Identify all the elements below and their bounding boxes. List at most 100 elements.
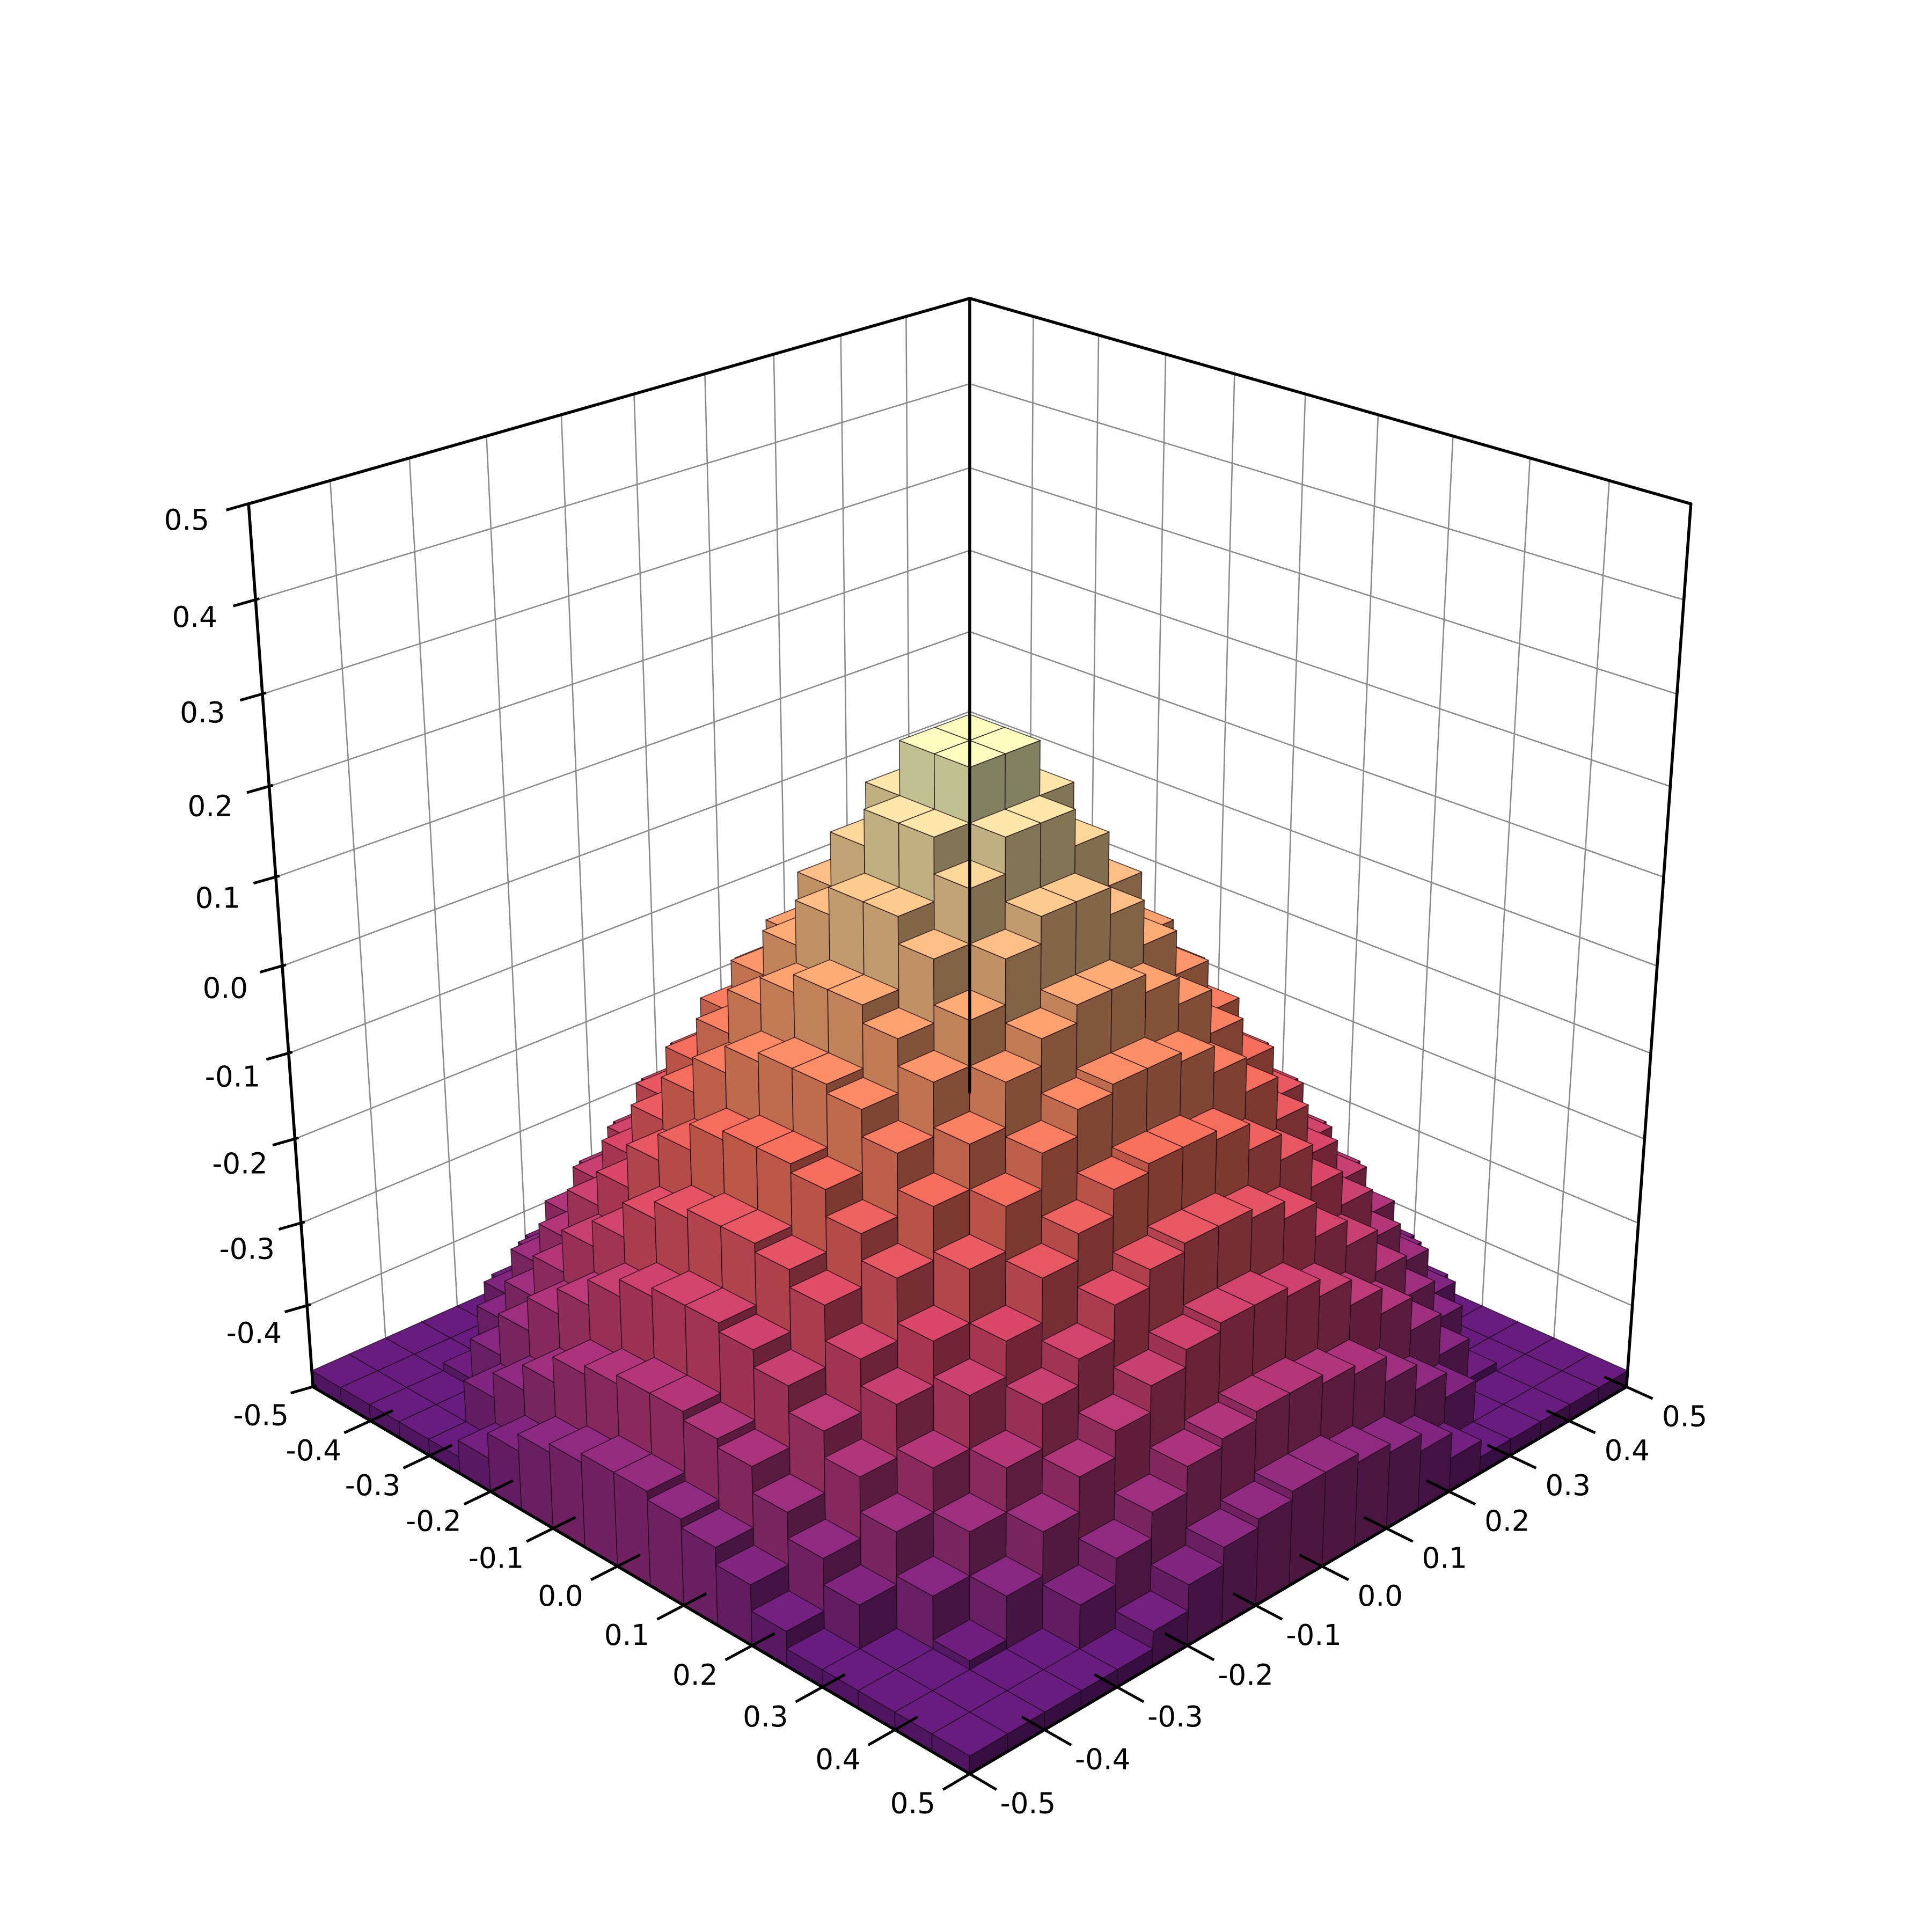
- bar-top-face: [1077, 1269, 1151, 1306]
- x-tick: [590, 1553, 641, 1582]
- y-tick-label: 0.1: [1422, 1541, 1467, 1575]
- bar-top-face: [1111, 1130, 1184, 1165]
- tick-marks: [225, 501, 1653, 1791]
- x-tick-label: -0.3: [345, 1469, 401, 1502]
- bar-top-face: [1075, 1052, 1148, 1085]
- bar-top-face: [969, 809, 1042, 838]
- y-tick-label: 0.2: [1484, 1505, 1529, 1538]
- bar-top-face: [1041, 1322, 1115, 1360]
- y-tick-label: -0.5: [1000, 1787, 1056, 1820]
- bar-top-face: [969, 1429, 1043, 1469]
- x-tick: [463, 1479, 514, 1506]
- bar-top-face: [933, 1111, 1006, 1145]
- bar-top-face: [1005, 1242, 1079, 1279]
- bar-top-face: [1078, 1518, 1152, 1559]
- x-tick-label: 0.5: [890, 1787, 935, 1820]
- y-tick-label: -0.1: [1286, 1619, 1342, 1652]
- bar-top-face: [1115, 1590, 1189, 1632]
- bar-top-face: [1006, 1492, 1080, 1533]
- y-tick: [1363, 1516, 1414, 1543]
- x-tick: [724, 1632, 775, 1662]
- bar-top-face: [933, 1234, 1007, 1270]
- bar-top-face: [969, 1555, 1043, 1597]
- y-tick: [1021, 1715, 1072, 1746]
- x-tick-label: -0.2: [406, 1505, 462, 1538]
- z-tick-label: 0.3: [180, 696, 225, 729]
- gridline-left-vertical: [486, 436, 529, 1291]
- bar-top-face: [1042, 1438, 1116, 1477]
- y-tick: [1546, 1409, 1596, 1435]
- gridline-right-vertical: [1343, 414, 1379, 1260]
- y-tick: [1164, 1632, 1215, 1662]
- gridline-left-horizontal: [255, 383, 970, 601]
- bar-top-face: [1005, 887, 1077, 917]
- left-pane-top-edge: [247, 297, 971, 506]
- gridline-right-horizontal: [969, 711, 1658, 967]
- bar-top-face: [969, 1172, 1043, 1208]
- bar-top-face: [1041, 1077, 1114, 1110]
- y-axis-line: [968, 1385, 1628, 1776]
- gridline-left-horizontal: [269, 550, 970, 787]
- bar: [931, 1711, 1008, 1775]
- x-tick-label: 0.1: [604, 1619, 649, 1652]
- y-tick: [1604, 1375, 1653, 1400]
- y-tick: [1093, 1673, 1145, 1703]
- x-tick-label: 0.4: [815, 1743, 860, 1776]
- x-tick: [867, 1715, 919, 1746]
- z-tick: [290, 1384, 317, 1395]
- y-tick-label: 0.5: [1662, 1400, 1707, 1433]
- z-tick: [232, 597, 260, 608]
- bar-top-face: [1150, 1545, 1224, 1585]
- gridline-right-vertical: [1410, 436, 1454, 1291]
- gridline-right-horizontal: [969, 467, 1678, 695]
- y-tick: [946, 1759, 998, 1791]
- bar-top-face: [1149, 1428, 1223, 1467]
- bar-top-face: [1078, 1393, 1151, 1432]
- bar-top-face: [1218, 1374, 1291, 1412]
- bars: [311, 714, 1628, 1775]
- z-tick-label: -0.1: [205, 1060, 261, 1094]
- z-tick-label: 0.0: [203, 972, 248, 1005]
- bar-top-face: [969, 1050, 1042, 1083]
- x-tick: [656, 1592, 707, 1621]
- bar-top-face: [1041, 1199, 1114, 1234]
- bar-top-face: [933, 1358, 1007, 1396]
- bar-top-face: [1005, 1119, 1078, 1154]
- z-tick: [266, 1050, 293, 1061]
- bar-top-face: [1040, 974, 1113, 1006]
- x-tick: [343, 1409, 394, 1435]
- gridline-right-horizontal: [969, 631, 1664, 878]
- z-tick-label: -0.5: [233, 1399, 289, 1432]
- x-tick: [942, 1759, 993, 1791]
- x-tick: [402, 1444, 453, 1469]
- z-tick: [225, 501, 253, 511]
- gridline-left-horizontal: [262, 467, 970, 695]
- z-tick: [239, 691, 267, 702]
- right-pane-top-edge: [968, 297, 1693, 506]
- z-tick-label: 0.5: [164, 503, 209, 537]
- z-axis-line: [247, 502, 314, 1389]
- z-tick-label: -0.4: [226, 1316, 282, 1350]
- x-tick: [526, 1516, 576, 1543]
- y-tick: [1299, 1553, 1349, 1582]
- bar-top-face: [1113, 1349, 1187, 1387]
- z-tick-label: -0.2: [212, 1147, 268, 1180]
- bar-top-face: [1185, 1508, 1259, 1548]
- z-tick-label: 0.4: [172, 601, 217, 634]
- y-tick: [1232, 1592, 1283, 1621]
- bar: [715, 1545, 791, 1646]
- bar-top-face: [931, 1711, 1008, 1757]
- bar-top-face: [969, 1305, 1043, 1342]
- z-tick: [246, 784, 274, 794]
- right-vertical-edge: [1624, 502, 1693, 1389]
- y-tick: [1425, 1479, 1476, 1506]
- z-tick: [272, 1136, 299, 1147]
- bar-top-face: [1114, 1473, 1188, 1513]
- y-tick-label: 0.0: [1358, 1579, 1403, 1613]
- x-axis-line: [311, 1385, 971, 1776]
- tick-labels: -0.4-0.3-0.2-0.10.00.10.20.30.40.5 -0.5-0…: [164, 503, 1708, 1820]
- bar-top-face: [932, 1619, 1007, 1662]
- gridline-left-vertical: [408, 458, 459, 1322]
- y-tick-label: -0.4: [1075, 1743, 1131, 1776]
- gridline-left-horizontal: [275, 631, 970, 878]
